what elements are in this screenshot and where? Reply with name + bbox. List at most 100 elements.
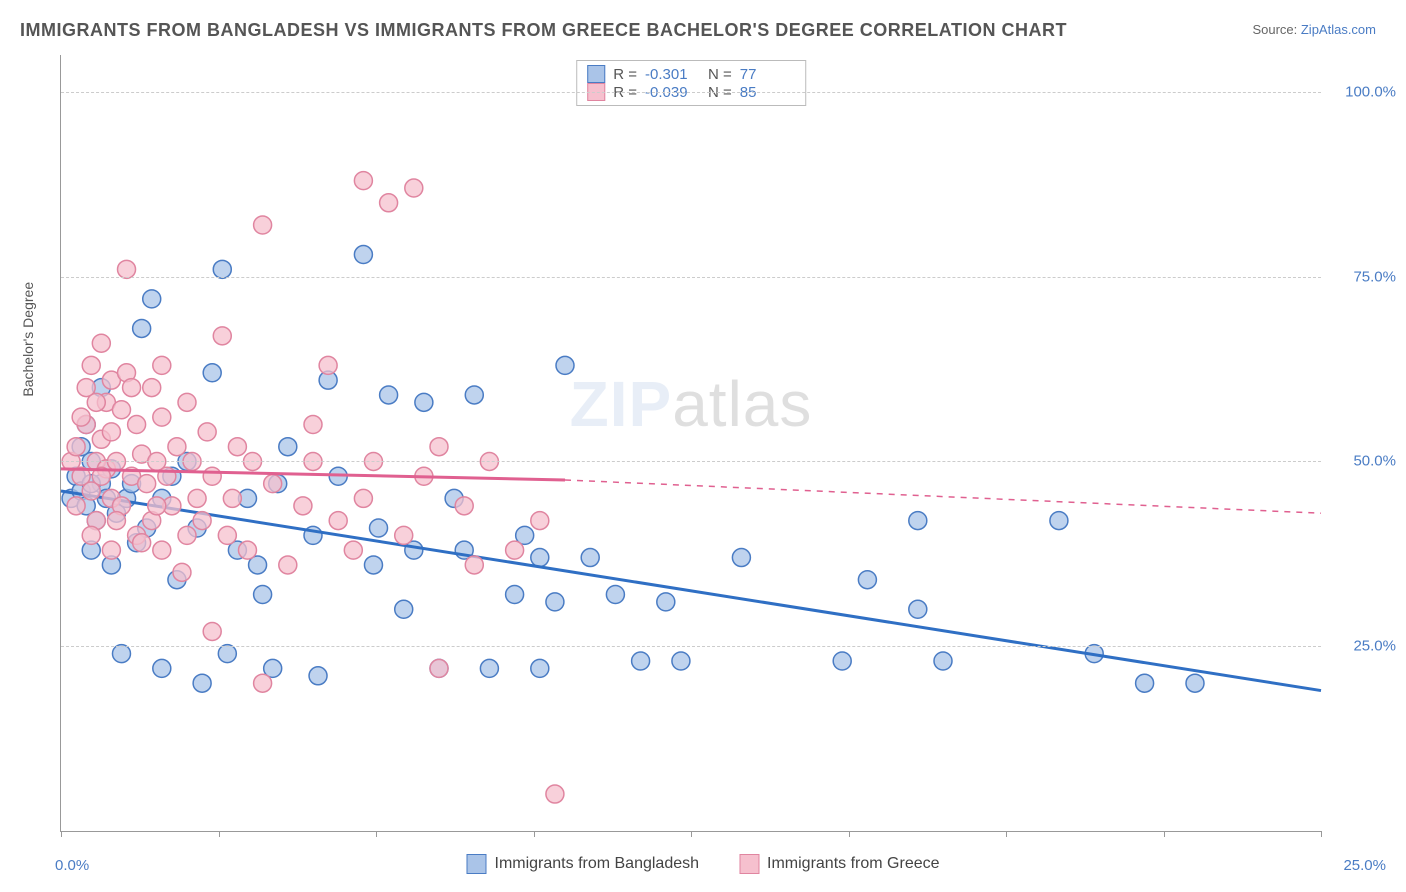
scatter-point — [228, 438, 246, 456]
scatter-point — [138, 475, 156, 493]
scatter-point — [102, 541, 120, 559]
scatter-point — [1050, 512, 1068, 530]
scatter-point — [909, 512, 927, 530]
scatter-point — [87, 393, 105, 411]
scatter-point — [632, 652, 650, 670]
scatter-point — [279, 556, 297, 574]
scatter-point — [833, 652, 851, 670]
scatter-point — [364, 556, 382, 574]
legend-swatch — [739, 854, 759, 874]
scatter-point — [123, 379, 141, 397]
scatter-point — [546, 593, 564, 611]
scatter-point — [480, 659, 498, 677]
scatter-point — [153, 356, 171, 374]
x-tick — [219, 831, 220, 837]
scatter-point — [455, 497, 473, 515]
scatter-point — [133, 319, 151, 337]
scatter-point — [82, 356, 100, 374]
scatter-point — [380, 194, 398, 212]
x-tick — [534, 831, 535, 837]
gridline — [61, 277, 1321, 278]
y-tick-label: 75.0% — [1353, 268, 1396, 285]
scatter-point — [934, 652, 952, 670]
gridline — [61, 646, 1321, 647]
x-tick — [1006, 831, 1007, 837]
scatter-point — [465, 386, 483, 404]
scatter-point — [506, 586, 524, 604]
scatter-point — [213, 260, 231, 278]
trend-line-dashed — [565, 480, 1321, 513]
x-tick-label-max: 25.0% — [1343, 857, 1386, 874]
source-link[interactable]: ZipAtlas.com — [1301, 22, 1376, 37]
scatter-point — [380, 386, 398, 404]
y-tick-label: 100.0% — [1345, 83, 1396, 100]
scatter-point — [506, 541, 524, 559]
scatter-point — [1136, 674, 1154, 692]
scatter-point — [193, 512, 211, 530]
x-tick — [691, 831, 692, 837]
scatter-point — [415, 393, 433, 411]
scatter-point — [1186, 674, 1204, 692]
scatter-point — [203, 467, 221, 485]
scatter-point — [168, 438, 186, 456]
scatter-point — [858, 571, 876, 589]
scatter-point — [92, 334, 110, 352]
scatter-point — [218, 526, 236, 544]
scatter-point — [254, 216, 272, 234]
scatter-point — [264, 475, 282, 493]
scatter-point — [430, 659, 448, 677]
scatter-point — [112, 401, 130, 419]
scatter-point — [395, 526, 413, 544]
scatter-point — [254, 586, 272, 604]
scatter-point — [672, 652, 690, 670]
scatter-point — [354, 489, 372, 507]
scatter-point — [238, 541, 256, 559]
scatter-point — [304, 416, 322, 434]
x-tick — [1321, 831, 1322, 837]
chart-plot-area: ZIPatlas R = -0.301 N = 77 R = -0.039 N … — [60, 55, 1321, 832]
chart-title: IMMIGRANTS FROM BANGLADESH VS IMMIGRANTS… — [20, 20, 1067, 41]
scatter-point — [173, 563, 191, 581]
scatter-point — [118, 260, 136, 278]
legend-label: Immigrants from Greece — [767, 855, 939, 873]
scatter-point — [102, 423, 120, 441]
x-tick — [376, 831, 377, 837]
scatter-point — [309, 667, 327, 685]
series-legend: Immigrants from Bangladesh Immigrants fr… — [466, 854, 939, 874]
scatter-point — [188, 489, 206, 507]
scatter-point — [203, 622, 221, 640]
scatter-point — [133, 534, 151, 552]
scatter-point — [909, 600, 927, 618]
source-attribution: Source: ZipAtlas.com — [1252, 22, 1376, 37]
x-tick — [849, 831, 850, 837]
scatter-point — [128, 416, 146, 434]
y-tick-label: 50.0% — [1353, 453, 1396, 470]
scatter-point — [531, 659, 549, 677]
scatter-point — [279, 438, 297, 456]
scatter-point — [67, 438, 85, 456]
x-tick — [61, 831, 62, 837]
scatter-point — [203, 364, 221, 382]
scatter-point — [370, 519, 388, 537]
scatter-point — [344, 541, 362, 559]
scatter-point — [112, 645, 130, 663]
scatter-point — [223, 489, 241, 507]
x-tick-label-min: 0.0% — [55, 857, 89, 874]
scatter-plot-svg — [61, 55, 1321, 831]
gridline — [61, 461, 1321, 462]
scatter-point — [294, 497, 312, 515]
trend-line — [61, 491, 1321, 691]
scatter-point — [72, 408, 90, 426]
scatter-point — [143, 379, 161, 397]
scatter-point — [556, 356, 574, 374]
scatter-point — [254, 674, 272, 692]
source-prefix: Source: — [1252, 22, 1300, 37]
scatter-point — [213, 327, 231, 345]
scatter-point — [218, 645, 236, 663]
scatter-point — [531, 512, 549, 530]
legend-label: Immigrants from Bangladesh — [494, 855, 699, 873]
scatter-point — [354, 246, 372, 264]
scatter-point — [606, 586, 624, 604]
scatter-point — [546, 785, 564, 803]
scatter-point — [354, 172, 372, 190]
